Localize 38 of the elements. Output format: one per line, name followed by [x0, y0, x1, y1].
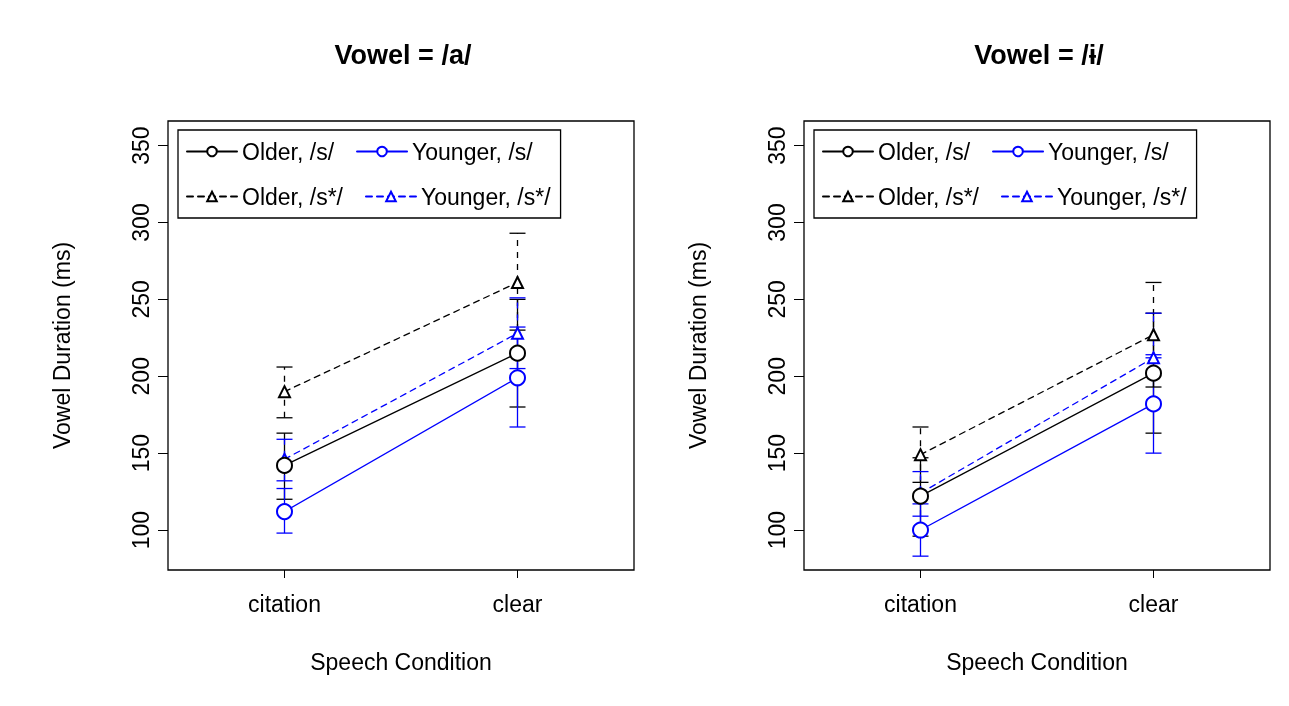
legend-label: Younger, /s*/ [420, 183, 552, 210]
point [1145, 364, 1162, 382]
x-tick-label: clear [1128, 590, 1179, 617]
y-tick-label: 150 [127, 433, 154, 473]
legend-label: Older, /s/ [242, 138, 335, 165]
legend-label: Younger, /s*/ [1056, 183, 1188, 210]
x-tick-label: clear [492, 590, 543, 617]
point [509, 369, 526, 387]
x-tick-label: citation [884, 590, 957, 617]
y-tick-label: 150 [763, 433, 790, 473]
y-tick-label: 300 [127, 203, 154, 242]
y-tick-label: 300 [763, 203, 790, 242]
chart-title: Vowel = /a/ [334, 39, 472, 70]
legend-label: Older, /s/ [878, 138, 971, 165]
y-tick-label: 100 [127, 510, 154, 550]
point [912, 521, 929, 539]
y-tick-label: 350 [763, 126, 790, 165]
chart-title: Vowel = /ɨ/ [974, 39, 1105, 70]
point [1145, 395, 1162, 413]
y-tick-label: 250 [763, 280, 790, 319]
y-tick-label: 200 [127, 357, 154, 396]
x-tick-label: citation [248, 590, 321, 617]
y-axis-title: Vowel Duration (ms) [48, 241, 75, 450]
x-axis-title: Speech Condition [946, 648, 1128, 675]
x-axis-title: Speech Condition [310, 648, 492, 675]
legend-label: Younger, /s/ [412, 138, 534, 165]
y-tick-label: 250 [127, 280, 154, 319]
y-axis-title: Vowel Duration (ms) [684, 241, 711, 450]
legend-label: Older, /s*/ [242, 183, 344, 210]
point [276, 456, 293, 474]
point [276, 503, 293, 521]
point [912, 487, 929, 505]
point [509, 344, 526, 362]
y-tick-label: 100 [763, 510, 790, 550]
y-tick-label: 200 [763, 357, 790, 396]
legend-label: Younger, /s/ [1048, 138, 1170, 165]
y-tick-label: 350 [127, 126, 154, 165]
legend-label: Older, /s*/ [878, 183, 980, 210]
